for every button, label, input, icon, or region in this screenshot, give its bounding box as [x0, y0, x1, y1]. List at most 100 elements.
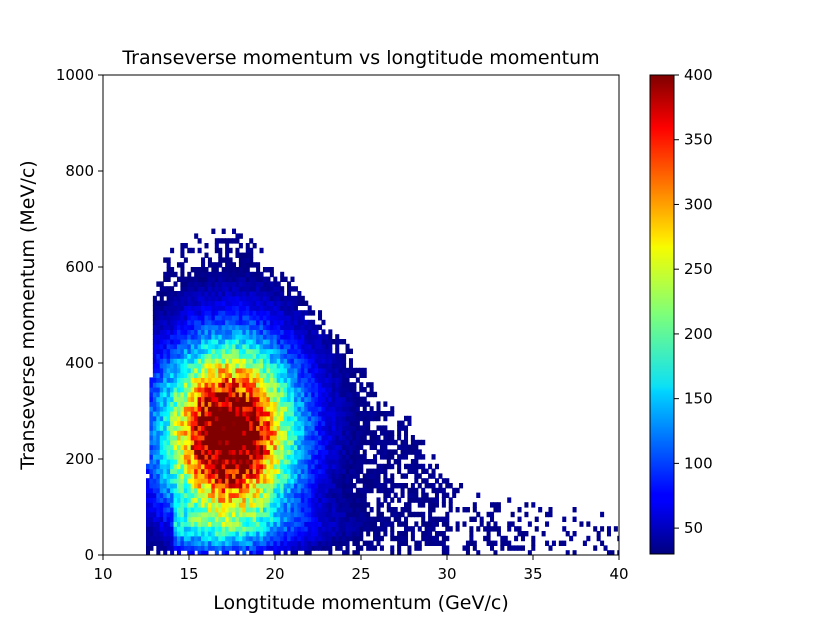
heatmap-cell: [159, 315, 164, 321]
heatmap-cell: [228, 411, 233, 417]
heatmap-cell: [176, 439, 181, 446]
heatmap-cell: [269, 492, 274, 498]
heatmap-cell: [318, 411, 323, 417]
heatmap-cell: [214, 363, 219, 369]
heatmap-cell: [183, 521, 188, 527]
heatmap-cell: [218, 377, 223, 383]
heatmap-cell: [159, 492, 164, 498]
heatmap-cell: [173, 363, 178, 369]
heatmap-cell: [176, 550, 181, 555]
heatmap-cell: [204, 468, 209, 474]
heatmap-cell: [159, 358, 164, 364]
heatmap-cell: [252, 463, 257, 470]
heatmap-cell: [321, 444, 326, 450]
heatmap-cell: [321, 483, 326, 489]
heatmap-cell: [235, 348, 240, 354]
heatmap-cell: [214, 262, 219, 268]
heatmap-cell: [283, 276, 288, 282]
heatmap-cell: [331, 473, 336, 479]
heatmap-cell: [428, 535, 433, 542]
heatmap-cell: [348, 478, 353, 484]
heatmap-cell: [256, 391, 261, 398]
heatmap-cell: [407, 550, 412, 555]
heatmap-cell: [180, 406, 185, 412]
heatmap-cell: [183, 329, 188, 335]
heatmap-cell: [311, 502, 316, 508]
heatmap-cell: [355, 425, 360, 431]
heatmap-cell: [273, 463, 278, 470]
heatmap-cell: [276, 329, 281, 335]
heatmap-cell: [197, 473, 202, 479]
heatmap-cell: [280, 339, 285, 345]
heatmap-cell: [355, 526, 360, 532]
heatmap-cell: [190, 502, 195, 508]
heatmap-cell: [170, 305, 175, 311]
heatmap-cell: [266, 430, 271, 436]
heatmap-cell: [304, 415, 309, 422]
heatmap-cell: [207, 310, 212, 316]
heatmap-cell: [259, 295, 264, 302]
heatmap-cell: [383, 492, 388, 498]
heatmap-cell: [166, 483, 171, 489]
heatmap-cell: [314, 449, 319, 455]
heatmap-cell: [232, 391, 237, 398]
heatmap-cell: [238, 444, 243, 450]
heatmap-cell: [238, 252, 243, 258]
heatmap-cell: [338, 545, 343, 551]
heatmap-cell: [159, 281, 164, 287]
heatmap-cell: [211, 401, 216, 407]
heatmap-cell: [156, 329, 161, 335]
heatmap-cell: [176, 483, 181, 489]
heatmap-cell: [176, 291, 181, 297]
heatmap-cell: [417, 497, 422, 503]
heatmap-cell: [269, 343, 274, 350]
heatmap-cell: [276, 507, 281, 513]
heatmap-cell: [176, 262, 181, 268]
heatmap-cell: [207, 339, 212, 345]
heatmap-cell: [293, 425, 298, 431]
heatmap-cell: [376, 483, 381, 489]
heatmap-cell: [428, 473, 433, 479]
heatmap-cell: [256, 540, 261, 546]
heatmap-cell: [249, 358, 254, 364]
heatmap-cell: [290, 430, 295, 436]
heatmap-cell: [183, 497, 188, 503]
heatmap-cell: [369, 387, 374, 393]
heatmap-cell: [173, 449, 178, 455]
heatmap-cell: [269, 334, 274, 340]
heatmap-cell: [307, 310, 312, 316]
heatmap-cell: [232, 411, 237, 417]
heatmap-cell: [235, 487, 240, 494]
heatmap-cell: [232, 435, 237, 441]
heatmap-cell: [304, 406, 309, 412]
heatmap-cell: [259, 478, 264, 484]
heatmap-cell: [238, 526, 243, 532]
heatmap-cell: [163, 483, 168, 489]
heatmap-cell: [197, 286, 202, 292]
heatmap-cell: [293, 382, 298, 388]
heatmap-cell: [156, 502, 161, 508]
heatmap-cell: [297, 487, 302, 494]
heatmap-cell: [259, 353, 264, 359]
heatmap-cell: [404, 430, 409, 436]
heatmap-cell: [156, 459, 161, 465]
heatmap-cell: [259, 430, 264, 436]
heatmap-cell: [204, 425, 209, 431]
heatmap-cell: [166, 396, 171, 402]
heatmap-cell: [273, 454, 278, 460]
heatmap-cell: [352, 531, 357, 537]
heatmap-cell: [287, 507, 292, 513]
heatmap-cell: [218, 367, 223, 374]
heatmap-cell: [190, 319, 195, 326]
heatmap-cell: [338, 535, 343, 542]
heatmap-cell: [345, 502, 350, 508]
heatmap-cell: [207, 502, 212, 508]
heatmap-cell: [249, 526, 254, 532]
heatmap-cell: [176, 531, 181, 537]
heatmap-cell: [328, 478, 333, 484]
heatmap-cell: [245, 300, 250, 306]
heatmap-cell: [311, 545, 316, 551]
heatmap-cell: [424, 540, 429, 546]
heatmap-cell: [348, 449, 353, 455]
heatmap-cell: [221, 343, 226, 350]
